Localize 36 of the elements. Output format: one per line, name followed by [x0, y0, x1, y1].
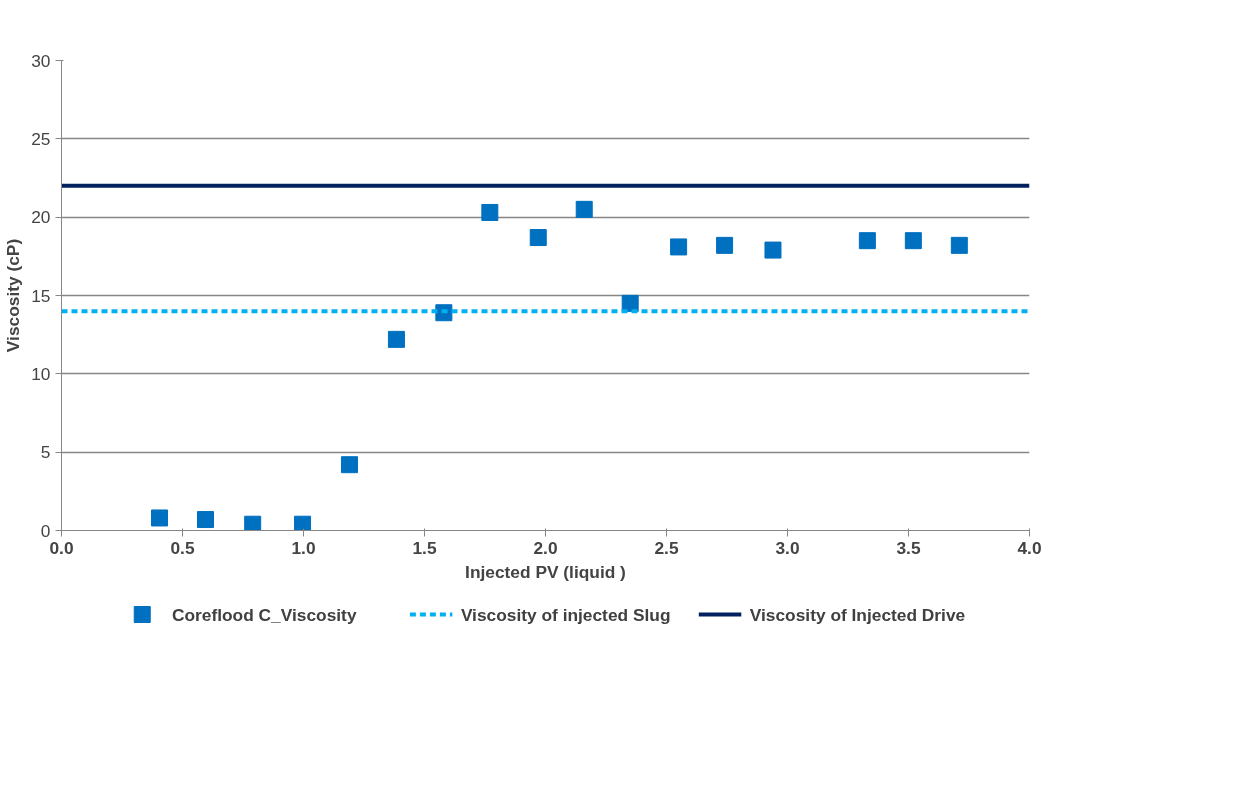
y-tick-label: 30 — [31, 50, 51, 71]
point — [716, 236, 734, 254]
y-tick-label: 15 — [31, 285, 51, 306]
x-tick-label: 4.0 — [1017, 537, 1042, 558]
y-tick-label: 20 — [31, 207, 51, 228]
legend-label: Viscosity of Injected Drive — [749, 604, 966, 625]
point — [244, 515, 262, 531]
point — [764, 241, 782, 259]
y-tick-label: 5 — [40, 442, 51, 463]
x-tick-label: 3.0 — [775, 537, 800, 558]
point — [858, 232, 876, 250]
point — [387, 330, 405, 348]
x-tick-label: 0.0 — [49, 537, 74, 558]
point — [151, 509, 169, 527]
point — [670, 238, 688, 256]
x-tick-label: 1.0 — [291, 537, 316, 558]
x-tick-label: 1.5 — [412, 537, 437, 558]
x-tick-label: 0.5 — [170, 537, 195, 558]
y-tick-label: 25 — [31, 128, 51, 149]
y-tick-label: 0 — [40, 520, 51, 541]
x-tick-label: 3.5 — [896, 537, 921, 558]
point — [529, 229, 547, 247]
x-axis-title: Injected PV (liquid ) — [465, 561, 626, 582]
point — [340, 456, 358, 474]
x-tick-label: 2.5 — [654, 537, 679, 558]
x-tick-label: 2.0 — [533, 537, 558, 558]
legend-label: Viscosity of injected Slug — [460, 604, 671, 625]
point — [575, 200, 593, 218]
legend-label: Coreflood C_Viscosity — [171, 604, 357, 625]
y-axis-title: Viscosity (cP) — [3, 238, 24, 353]
point — [294, 515, 312, 531]
point — [481, 203, 499, 221]
point — [196, 511, 214, 529]
point — [950, 236, 968, 254]
y-tick-label: 10 — [31, 363, 51, 384]
point — [904, 232, 922, 250]
